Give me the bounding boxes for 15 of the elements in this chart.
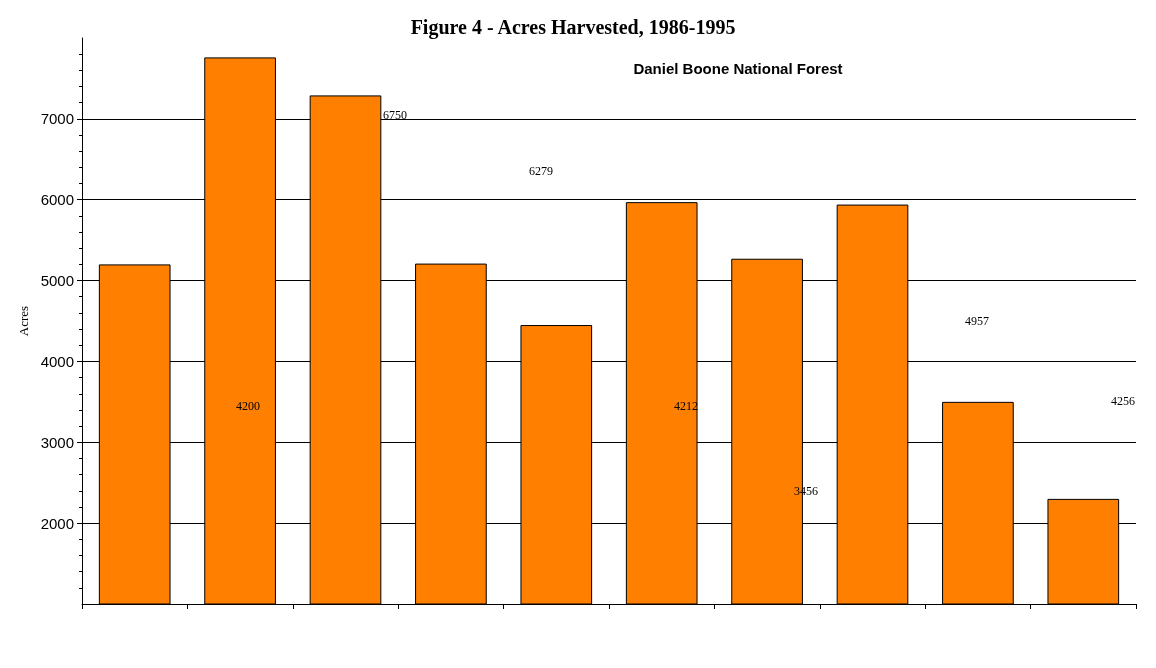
annotation: 4256	[1111, 394, 1135, 408]
y-tick-label: 6000	[40, 191, 74, 209]
text: Daniel Boone National Forest	[633, 60, 843, 77]
y-axis-title: Acres	[15, 305, 31, 337]
y-tick-label: 5000	[40, 272, 74, 290]
annotation: 4212	[674, 399, 698, 413]
annotation: 6279	[529, 164, 553, 178]
annotation: 4957	[965, 314, 989, 328]
annotation: 6750	[383, 108, 407, 122]
chart-title: Figure 4 - Acres Harvested, 1986-1995	[410, 16, 736, 39]
annotation: 4200	[236, 399, 260, 413]
y-tick-label: 2000	[40, 514, 74, 532]
y-tick-label: 3000	[40, 433, 74, 451]
y-tick-label: 7000	[40, 110, 74, 128]
y-tick-label: 4000	[40, 352, 74, 370]
